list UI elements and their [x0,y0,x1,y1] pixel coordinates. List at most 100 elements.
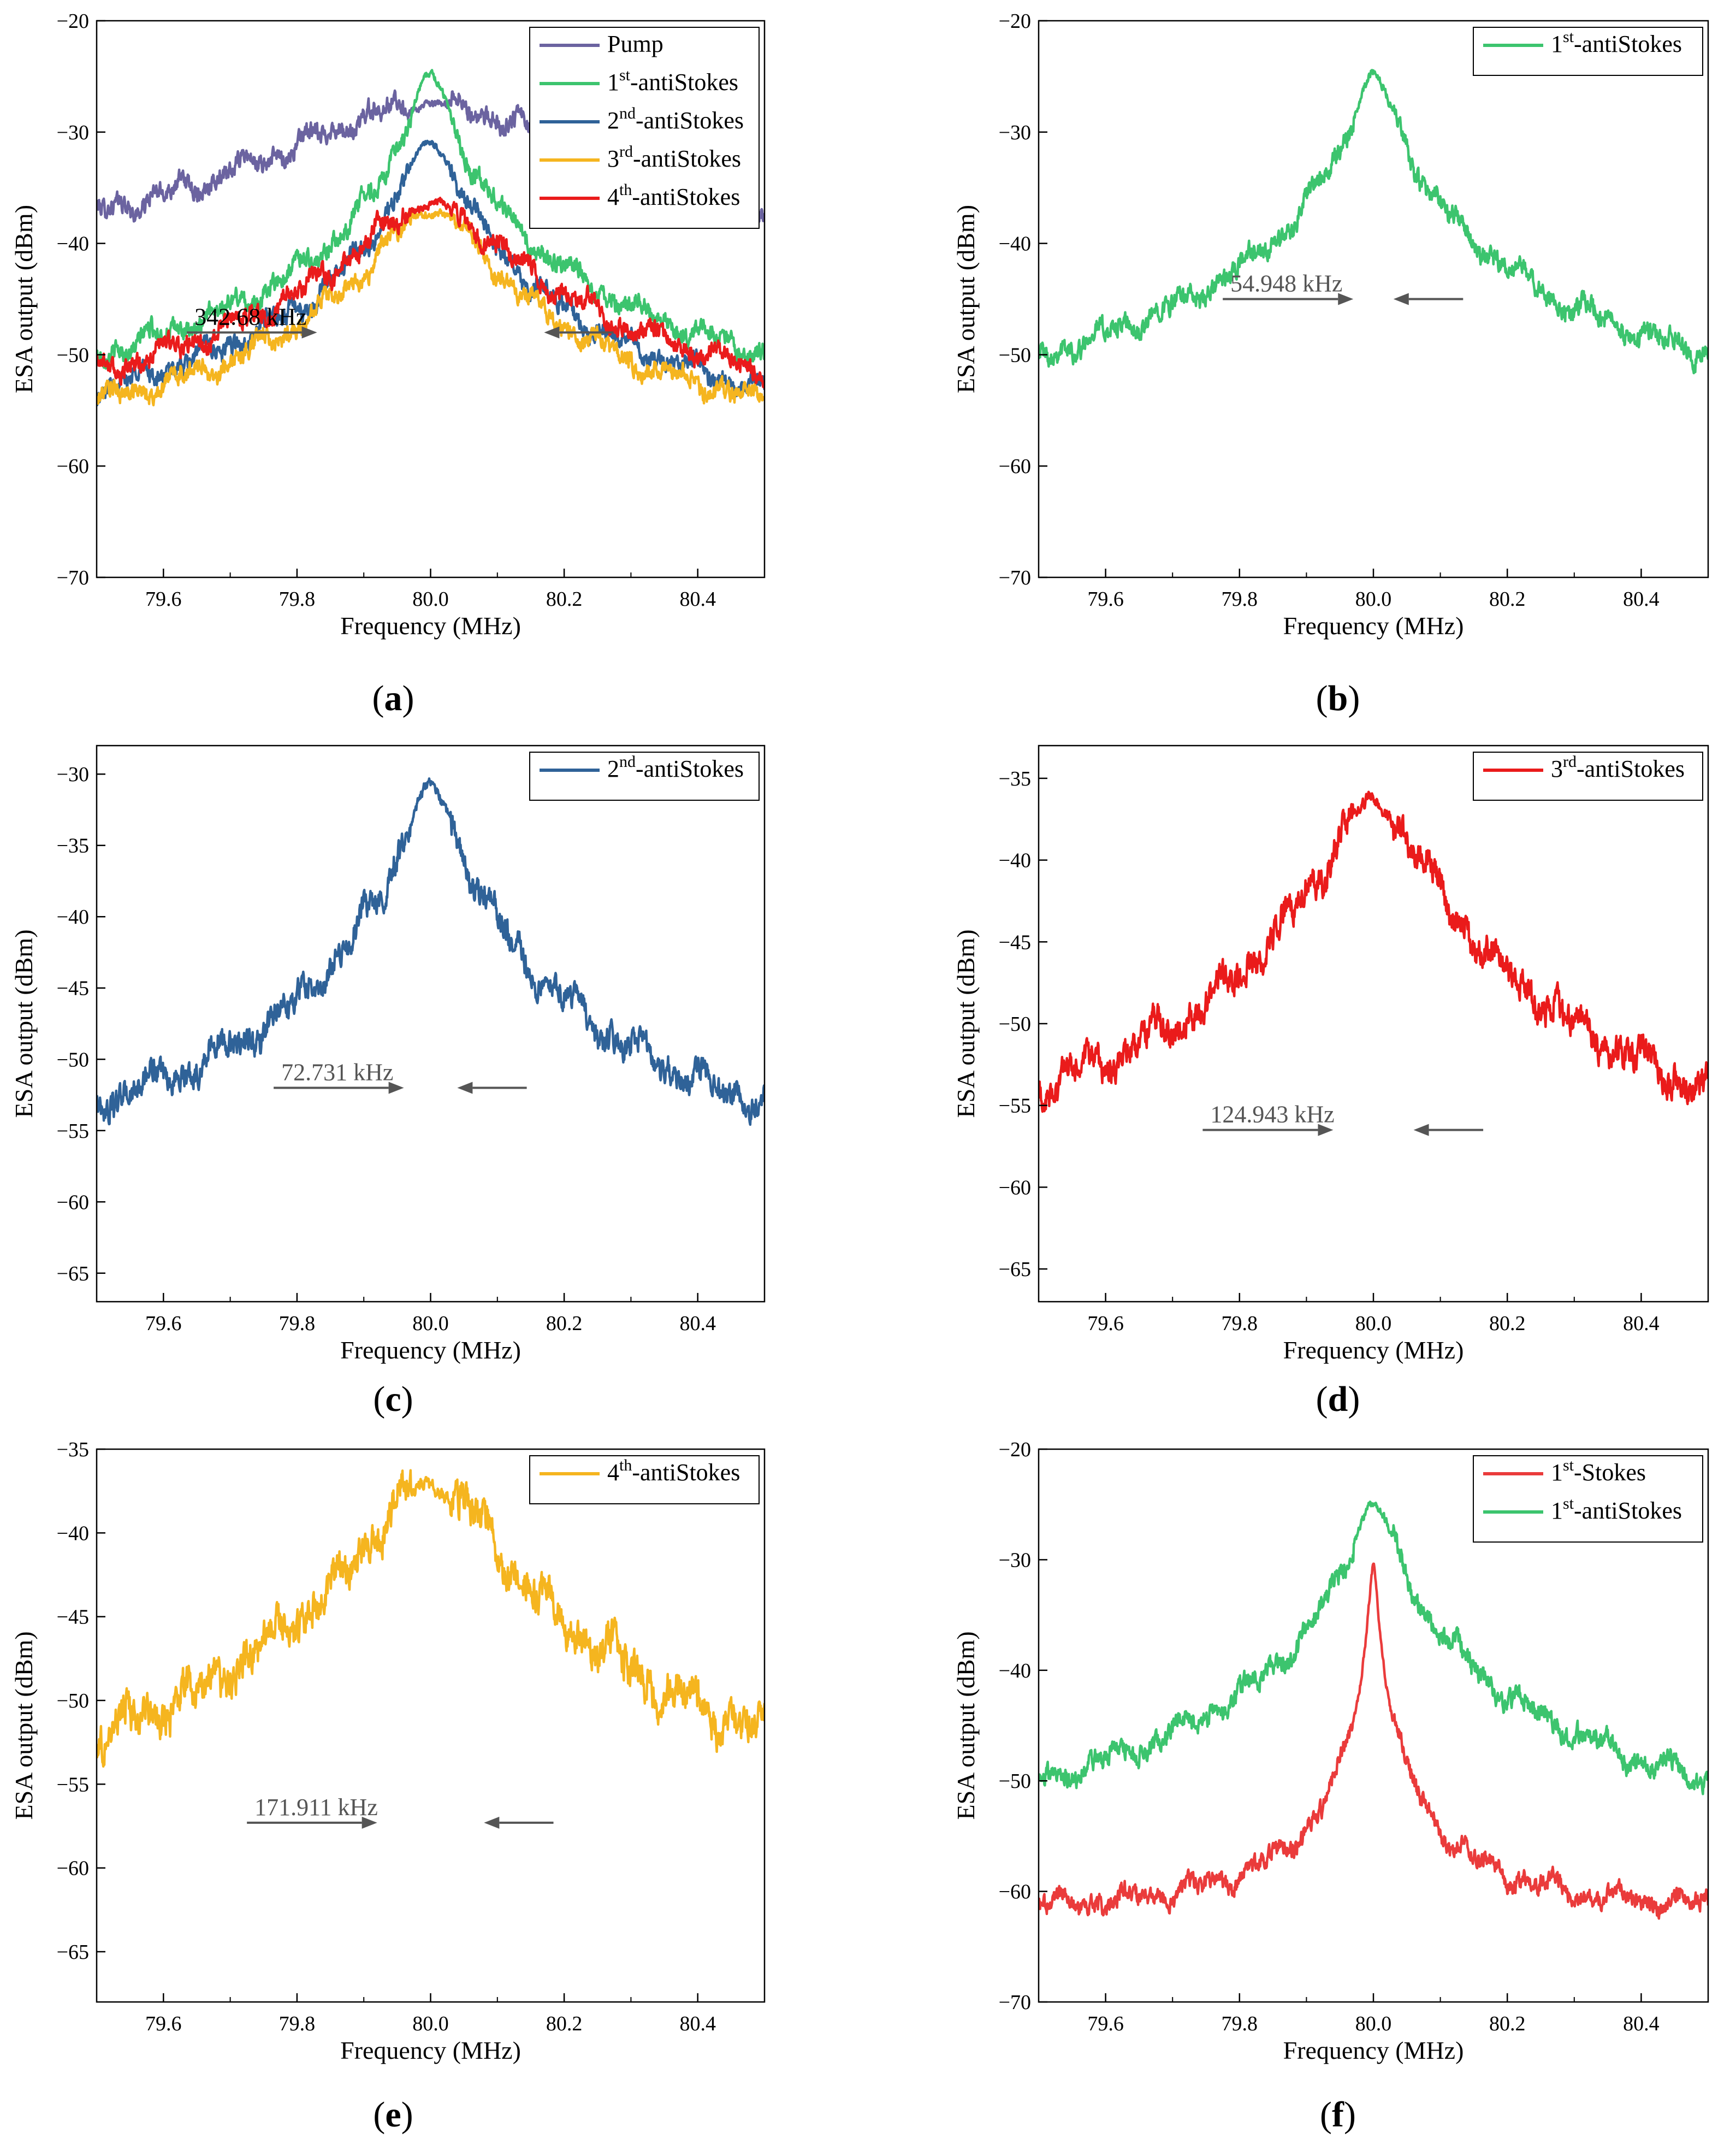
x-tick-label: 79.8 [1222,2012,1258,2035]
legend-label: 3rd-antiStokes [1551,753,1685,782]
x-tick-label: 80.4 [679,2012,716,2035]
y-tick-label: −70 [57,566,89,589]
x-tick-label: 80.4 [1623,1312,1660,1335]
y-tick-label: −20 [57,10,89,33]
y-tick-label: −50 [57,1048,89,1071]
linewidth-annotation: 72.731 kHz [281,1059,393,1085]
legend-label: 4th-antiStokes [607,1456,740,1486]
x-tick-label: 80.0 [1355,2012,1392,2035]
legend [529,752,760,801]
y-tick-label: −55 [999,1095,1031,1118]
y-tick-label: −65 [57,1941,89,1964]
annotation-arrowhead-right [457,1082,473,1094]
x-axis-label: Frequency (MHz) [340,2036,521,2064]
legend-label: 1st-antiStokes [607,66,738,96]
y-tick-label: −40 [57,1522,89,1545]
y-tick-label: −60 [57,1191,89,1214]
x-tick-label: 79.6 [1087,2012,1124,2035]
y-tick-label: −50 [999,1013,1031,1036]
y-tick-label: −70 [999,566,1031,589]
panel-label: (e) [373,2095,413,2135]
legend [529,27,760,229]
legend-label: 3rd-antiStokes [607,143,741,172]
y-tick-label: −50 [999,1770,1031,1793]
y-tick-label: −70 [999,1991,1031,2014]
y-tick-label: −30 [999,1549,1031,1572]
x-tick-label: 79.8 [279,2012,316,2035]
axes-frame [96,745,766,1303]
x-tick-label: 80.0 [412,588,449,611]
chart-panel-d: 79.6 79.8 80.0 80.2 80.4 −65 −60 −55 −50 −45 −40 −3… [952,745,1709,1419]
y-tick-label: −50 [57,344,89,367]
annotation-arrowhead-left [301,326,317,339]
x-tick-label: 80.2 [546,1312,583,1335]
y-axis-label: ESA output (dBm) [952,205,980,393]
y-tick-label: −40 [999,233,1031,256]
x-tick-label: 80.4 [679,588,716,611]
x-tick-label: 80.2 [1489,588,1526,611]
series-line-2nd-antiStokes [97,139,765,406]
x-axis-label: Frequency (MHz) [340,1336,521,1364]
annotation-arrowhead-left [1338,293,1354,305]
y-tick-label: −35 [57,1438,89,1461]
panel-label: (d) [1316,1379,1360,1419]
panel-label: (a) [372,678,414,718]
y-tick-label: −40 [999,849,1031,872]
x-tick-label: 79.8 [279,588,316,611]
y-tick-label: −60 [999,1881,1031,1904]
y-tick-label: −50 [57,1690,89,1712]
plot-area [97,1469,765,1768]
y-tick-label: −45 [57,1606,89,1629]
y-tick-label: −35 [57,835,89,858]
axes-frame [96,1448,766,2003]
panel-label: (c) [373,1379,413,1419]
series-line-4th-antiStokes [97,197,765,389]
x-tick-label: 79.8 [1222,1312,1258,1335]
axes-frame [1038,20,1709,578]
x-tick-label: 80.4 [679,1312,716,1335]
x-tick-label: 79.8 [1222,588,1258,611]
annotation-arrowhead-right [544,326,560,339]
y-axis-label: ESA output (dBm) [952,1631,980,1820]
y-tick-label: −55 [57,1120,89,1143]
x-tick-label: 80.4 [1623,588,1660,611]
y-tick-label: −65 [999,1258,1031,1281]
annotation-arrowhead-right [1413,1124,1429,1136]
series-line-1st-antiStokes [1039,1501,1708,1795]
x-tick-label: 80.2 [1489,2012,1526,2035]
y-axis-label: ESA output (dBm) [10,1631,38,1820]
y-tick-label: −40 [57,906,89,929]
y-tick-label: −50 [999,344,1031,367]
legend [1473,752,1703,801]
linewidth-annotation: 124.943 kHz [1210,1101,1334,1128]
y-axis-label: ESA output (dBm) [952,929,980,1118]
y-tick-label: −45 [999,931,1031,954]
y-tick-label: −20 [999,10,1031,33]
y-tick-label: −30 [57,763,89,786]
linewidth-annotation: 171.911 kHz [254,1794,378,1821]
legend [1473,1455,1703,1543]
x-axis-label: Frequency (MHz) [1283,2036,1464,2064]
annotation-arrowhead-left [1318,1124,1334,1136]
y-tick-label: −35 [999,767,1031,790]
y-tick-label: −60 [999,1176,1031,1199]
x-tick-label: 80.0 [1355,1312,1392,1335]
y-tick-label: −45 [57,977,89,1000]
series-line-3rd-antiStokes [1039,790,1708,1113]
legend [529,1455,760,1504]
linewidth-annotation: 342.68 kHz [194,304,306,330]
x-tick-label: 80.0 [412,1312,449,1335]
x-tick-label: 79.6 [1087,588,1124,611]
x-axis-label: Frequency (MHz) [340,612,521,640]
annotation-arrowhead-right [484,1816,500,1829]
x-tick-label: 80.2 [546,2012,583,2035]
panel-label: (f) [1320,2095,1356,2135]
x-tick-label: 80.2 [546,588,583,611]
x-tick-label: 79.6 [145,2012,182,2035]
series-line-1st-antiStokes [1039,69,1708,375]
annotation-arrowhead-left [388,1082,404,1094]
x-tick-label: 80.2 [1489,1312,1526,1335]
chart-panel-a: 79.6 79.8 80.0 80.2 80.4 −70 −60 −50 −40 −30 −20 Fr… [10,10,766,718]
legend-label: 1st-Stokes [1551,1456,1646,1486]
